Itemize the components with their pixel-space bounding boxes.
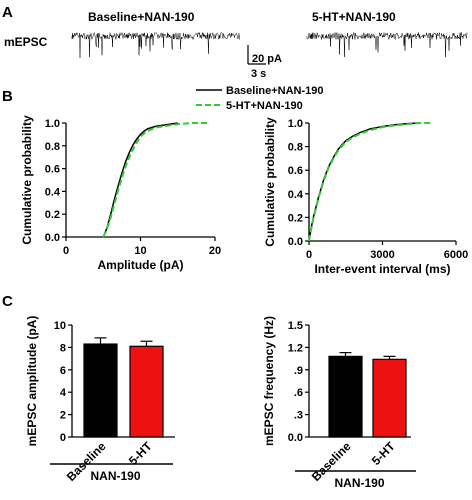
y-tick-label: 1.0 xyxy=(288,118,303,130)
trace-path xyxy=(306,31,468,58)
y-tick-label: 0.2 xyxy=(45,209,60,221)
group-label: NAN-190 xyxy=(334,476,384,490)
y-tick-label: 0.8 xyxy=(45,141,60,153)
x-tick-label: 0 xyxy=(63,245,69,257)
scale-time-label: 3 s xyxy=(251,68,266,80)
trace-right-title: 5-HT+NAN-190 xyxy=(312,10,396,24)
series-line-baseline xyxy=(308,122,420,242)
legend-entry: Baseline+NAN-190 xyxy=(226,85,324,97)
bar xyxy=(83,343,118,438)
x-tick-label: 0 xyxy=(306,249,312,261)
trace-left-title: Baseline+NAN-190 xyxy=(88,10,195,24)
y-tick-label: 0.0 xyxy=(45,232,60,244)
panel-c-letter: C xyxy=(2,293,13,310)
group-label: NAN-190 xyxy=(90,469,140,483)
y-axis-label: mEPSC amplitude (pA) xyxy=(25,316,39,447)
y-tick-label: 0.6 xyxy=(45,164,60,176)
legend-entry: 5-HT+NAN-190 xyxy=(226,100,303,112)
y-axis-label: Cumulative probability xyxy=(263,117,277,247)
y-tick-label: 1.2 xyxy=(288,342,303,354)
y-tick-label: 0.0 xyxy=(288,432,303,444)
series-line-baseline xyxy=(102,122,178,238)
scale-bar xyxy=(247,45,266,65)
x-axis-label: Amplitude (pA) xyxy=(98,258,184,272)
bar xyxy=(372,358,407,438)
x-category-label: 5-HT xyxy=(369,439,398,468)
panel-b-letter: B xyxy=(2,88,13,105)
y-tick-label: 0.4 xyxy=(45,186,61,198)
y-tick-label: 2 xyxy=(60,410,66,422)
y-tick-label: 0.2 xyxy=(288,212,303,224)
y-tick-label: .9 xyxy=(294,365,303,377)
cdf-amplitude-chart: 0.0 0.2 0.4 0.6 0.8 1.0 0 10 20 Amplitude (pA) Cum… xyxy=(20,85,324,272)
y-tick-label: 0.4 xyxy=(288,189,304,201)
y-tick-label: 8 xyxy=(60,342,66,354)
x-axis-label: Inter-event interval (ms) xyxy=(314,262,450,276)
trace-baseline xyxy=(71,31,240,59)
y-tick-label: 6 xyxy=(60,365,66,377)
x-tick-label: 10 xyxy=(134,245,146,257)
y-tick-label: 1.0 xyxy=(45,118,60,130)
y-tick-label: 0.8 xyxy=(288,142,303,154)
y-tick-label: 0.6 xyxy=(288,165,303,177)
y-tick-label: 4 xyxy=(60,387,67,399)
scale-amp-label: 20 pA xyxy=(252,53,282,65)
bar xyxy=(129,345,164,438)
panel-a-letter: A xyxy=(2,4,13,21)
series-line-treatment xyxy=(102,122,208,238)
trace-treatment xyxy=(306,31,468,58)
trace-path xyxy=(71,31,240,59)
x-tick-label: 3000 xyxy=(370,249,394,261)
y-tick-label: 1.5 xyxy=(288,320,303,332)
y-tick-label: 10 xyxy=(54,320,66,332)
y-tick-label: .6 xyxy=(294,387,303,399)
row-label-mepsc: mEPSC xyxy=(4,35,48,49)
y-tick-label: 0 xyxy=(60,432,66,444)
y-tick-label: .3 xyxy=(294,410,303,422)
y-axis-label: Cumulative probability xyxy=(20,115,34,245)
x-tick-label: 6000 xyxy=(444,249,468,261)
y-axis-label: mEPSC frequency (Hz) xyxy=(262,316,276,446)
bar xyxy=(328,355,363,438)
x-tick-label: 20 xyxy=(209,245,221,257)
y-tick-label: 0.0 xyxy=(288,236,303,248)
series-line-treatment xyxy=(308,122,432,242)
